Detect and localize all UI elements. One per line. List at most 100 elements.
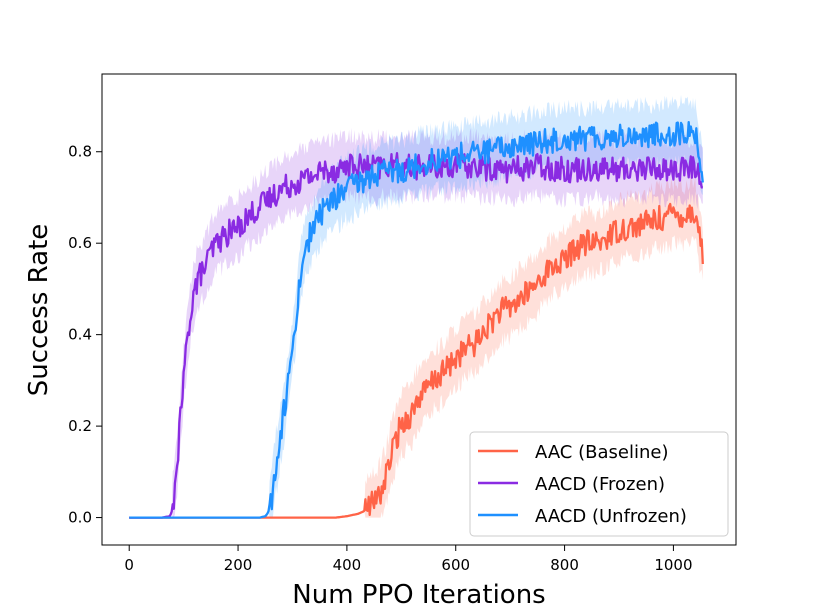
data-point-aacd-unfrozen <box>280 425 283 428</box>
data-point-aac-baseline <box>367 506 370 509</box>
data-point-aac-baseline <box>389 457 392 460</box>
data-point-aacd-unfrozen <box>277 443 280 446</box>
series-lines <box>128 120 705 519</box>
data-point-aacd-frozen <box>302 178 305 181</box>
data-point-aacd-unfrozen <box>324 205 327 208</box>
x-axis: 0 200 400 600 800 1000 <box>124 545 693 574</box>
data-point-aac-baseline <box>563 260 566 263</box>
legend-label-aacd-unfrozen: AACD (Unfrozen) <box>535 506 687 527</box>
data-point-aacd-unfrozen <box>694 132 697 135</box>
data-point-aac-baseline <box>672 212 675 215</box>
data-point-aac-baseline <box>509 306 512 309</box>
data-point-aacd-unfrozen <box>672 132 675 135</box>
data-point-aac-baseline <box>394 438 397 441</box>
y-tick-label: 0.6 <box>68 234 92 252</box>
data-point-aac-baseline <box>291 516 294 519</box>
data-point-aacd-frozen <box>204 265 207 268</box>
data-point-aacd-frozen <box>226 233 229 236</box>
data-point-aacd-frozen <box>185 347 188 350</box>
data-point-aacd-unfrozen <box>296 297 299 300</box>
data-point-aac-baseline <box>650 219 653 222</box>
data-point-aacd-unfrozen <box>307 237 310 240</box>
data-point-aac-baseline <box>639 223 642 226</box>
data-point-aacd-frozen <box>258 205 261 208</box>
data-point-aacd-unfrozen <box>294 324 297 327</box>
data-point-aacd-unfrozen <box>427 159 430 162</box>
y-axis-title: Success Rate <box>24 224 54 397</box>
data-point-aac-baseline <box>405 418 408 421</box>
data-point-aacd-unfrozen <box>264 515 267 518</box>
data-point-aacd-unfrozen <box>509 146 512 149</box>
data-point-aac-baseline <box>345 515 348 518</box>
data-point-aacd-unfrozen <box>267 512 270 515</box>
data-point-aacd-frozen <box>563 169 566 172</box>
data-point-aacd-frozen <box>280 187 283 190</box>
y-tick-label: 0.0 <box>68 509 92 527</box>
y-tick-label: 0.4 <box>68 326 92 344</box>
data-point-aac-baseline <box>422 393 425 396</box>
data-point-aacd-frozen <box>618 169 621 172</box>
data-point-aac-baseline <box>596 242 599 245</box>
x-tick-label: 800 <box>550 556 579 574</box>
data-point-aacd-frozen <box>536 164 539 167</box>
data-point-aacd-frozen <box>590 166 593 169</box>
data-point-aacd-unfrozen <box>590 137 593 140</box>
data-point-aacd-frozen <box>179 411 182 414</box>
data-point-aacd-frozen <box>188 324 191 327</box>
data-point-aacd-frozen <box>190 301 193 304</box>
data-point-aac-baseline <box>628 226 631 229</box>
data-point-aac-baseline <box>378 493 381 496</box>
data-point-aac-baseline <box>661 217 664 220</box>
data-point-aac-baseline <box>487 324 490 327</box>
x-tick-label: 400 <box>333 556 362 574</box>
data-point-aacd-frozen <box>199 274 202 277</box>
data-point-aac-baseline <box>433 379 436 382</box>
data-point-aac-baseline <box>520 297 523 300</box>
data-point-aacd-frozen <box>171 507 174 510</box>
data-point-aacd-unfrozen <box>275 461 278 464</box>
y-tick-label: 0.2 <box>68 417 92 435</box>
data-point-aacd-unfrozen <box>286 388 289 391</box>
data-point-aacd-unfrozen <box>272 484 275 487</box>
data-point-aacd-frozen <box>335 169 338 172</box>
data-point-aacd-frozen <box>269 196 272 199</box>
data-point-aac-baseline <box>362 510 365 513</box>
data-point-aac-baseline <box>702 255 705 258</box>
data-point-aacd-frozen <box>177 448 180 451</box>
data-point-aac-baseline <box>552 265 555 268</box>
data-point-aacd-frozen <box>324 169 327 172</box>
data-point-aacd-frozen <box>694 166 697 169</box>
data-point-aacd-unfrozen <box>645 134 648 137</box>
data-point-aacd-unfrozen <box>291 347 294 350</box>
data-point-aac-baseline <box>465 347 468 350</box>
data-point-aacd-frozen <box>645 166 648 169</box>
data-point-aacd-frozen <box>220 237 223 240</box>
y-axis: 0.0 0.2 0.4 0.6 0.8 <box>68 143 102 527</box>
data-point-aac-baseline <box>541 274 544 277</box>
data-point-aac-baseline <box>427 386 430 389</box>
data-point-aac-baseline <box>694 210 697 213</box>
data-point-aacd-unfrozen <box>454 155 457 158</box>
data-point-aacd-unfrozen <box>128 516 131 519</box>
legend: AAC (Baseline) AACD (Frozen) AACD (Unfro… <box>469 431 729 537</box>
data-point-aacd-frozen <box>247 214 250 217</box>
data-point-aac-baseline <box>476 340 479 343</box>
legend-label-aacd-frozen: AACD (Frozen) <box>535 474 665 495</box>
data-point-aacd-frozen <box>481 166 484 169</box>
data-point-aacd-frozen <box>193 287 196 290</box>
data-point-aac-baseline <box>400 422 403 425</box>
data-point-aac-baseline <box>683 214 686 217</box>
data-point-aacd-frozen <box>231 228 234 231</box>
band-aacd-frozen <box>129 127 703 518</box>
data-point-aacd-frozen <box>182 379 185 382</box>
series-line-aacd-unfrozen <box>129 120 704 519</box>
x-tick-label: 1000 <box>654 556 692 574</box>
data-point-aac-baseline <box>416 397 419 400</box>
data-point-aacd-unfrozen <box>618 134 621 137</box>
data-point-aac-baseline <box>443 370 446 373</box>
data-point-aacd-unfrozen <box>356 182 359 185</box>
data-point-aacd-unfrozen <box>302 255 305 258</box>
data-point-aac-baseline <box>574 246 577 249</box>
data-point-aacd-unfrozen <box>288 370 291 373</box>
data-point-aacd-frozen <box>672 169 675 172</box>
